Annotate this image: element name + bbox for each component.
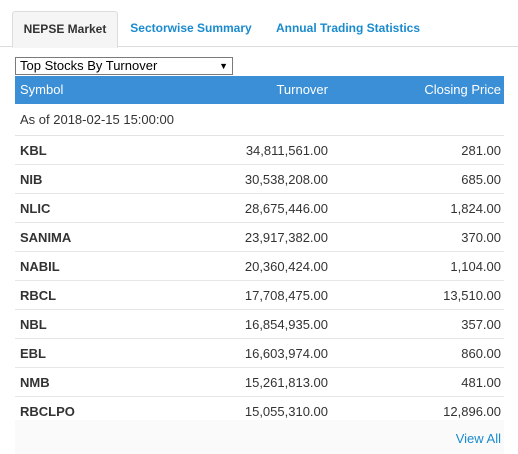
row-symbol: EBL — [20, 346, 46, 361]
as-of-timestamp: As of 2018-02-15 15:00:00 — [15, 104, 504, 136]
tab-bar: NEPSE Market Sectorwise Summary Annual T… — [0, 0, 518, 48]
row-turnover: 15,261,813.00 — [244, 375, 328, 390]
row-closing-price: 13,510.00 — [443, 288, 501, 303]
table-row[interactable]: RBCL 17,708,475.00 13,510.00 — [15, 281, 504, 310]
tab-annual-trading-statistics[interactable]: Annual Trading Statistics — [275, 21, 421, 35]
table-row[interactable]: SANIMA 23,917,382.00 370.00 — [15, 223, 504, 252]
row-closing-price: 481.00 — [461, 375, 501, 390]
tab-sectorwise-summary[interactable]: Sectorwise Summary — [130, 21, 252, 35]
row-closing-price: 685.00 — [461, 172, 501, 187]
row-closing-price: 370.00 — [461, 230, 501, 245]
row-closing-price: 281.00 — [461, 143, 501, 158]
row-symbol: NIB — [20, 172, 43, 187]
row-turnover: 16,854,935.00 — [244, 317, 328, 332]
row-closing-price: 1,824.00 — [450, 201, 501, 216]
dropdown-arrow-icon: ▼ — [219, 61, 228, 71]
view-all-link[interactable]: View All — [455, 431, 501, 446]
table-footer: View All — [15, 420, 504, 454]
table-header: Symbol Turnover Closing Price — [15, 76, 504, 104]
table-row[interactable]: NABIL 20,360,424.00 1,104.00 — [15, 252, 504, 281]
row-symbol: RBCL — [20, 288, 57, 303]
table-row[interactable]: NIB 30,538,208.00 685.00 — [15, 165, 504, 194]
stock-filter-value: Top Stocks By Turnover — [20, 58, 158, 73]
row-symbol: SANIMA — [20, 230, 72, 245]
row-turnover: 20,360,424.00 — [244, 259, 328, 274]
tab-nepse-market[interactable]: NEPSE Market — [12, 11, 118, 48]
row-symbol: NBL — [20, 317, 47, 332]
row-turnover: 16,603,974.00 — [244, 346, 328, 361]
row-closing-price: 1,104.00 — [450, 259, 501, 274]
table-row[interactable]: NBL 16,854,935.00 357.00 — [15, 310, 504, 339]
stock-filter-select[interactable]: Top Stocks By Turnover ▼ — [15, 57, 233, 75]
row-symbol: RBCLPO — [20, 404, 75, 419]
header-closing-price[interactable]: Closing Price — [424, 82, 501, 97]
table-row[interactable]: NLIC 28,675,446.00 1,824.00 — [15, 194, 504, 223]
table-row[interactable]: KBL 34,811,561.00 281.00 — [15, 136, 504, 165]
row-symbol: KBL — [20, 143, 47, 158]
row-symbol: NLIC — [20, 201, 51, 216]
row-turnover: 28,675,446.00 — [244, 201, 328, 216]
header-symbol[interactable]: Symbol — [20, 82, 64, 97]
row-turnover: 34,811,561.00 — [245, 143, 328, 158]
row-turnover: 17,708,475.00 — [244, 288, 328, 303]
header-turnover[interactable]: Turnover — [276, 82, 328, 97]
row-closing-price: 860.00 — [461, 346, 501, 361]
table-row[interactable]: NMB 15,261,813.00 481.00 — [15, 368, 504, 397]
row-symbol: NABIL — [20, 259, 60, 274]
row-turnover: 23,917,382.00 — [244, 230, 328, 245]
row-symbol: NMB — [20, 375, 50, 390]
table-row[interactable]: EBL 16,603,974.00 860.00 — [15, 339, 504, 368]
row-closing-price: 12,896.00 — [443, 404, 501, 419]
row-turnover: 15,055,310.00 — [244, 404, 328, 419]
top-stocks-table: Symbol Turnover Closing Price As of 2018… — [15, 76, 504, 426]
row-turnover: 30,538,208.00 — [244, 172, 328, 187]
row-closing-price: 357.00 — [461, 317, 501, 332]
